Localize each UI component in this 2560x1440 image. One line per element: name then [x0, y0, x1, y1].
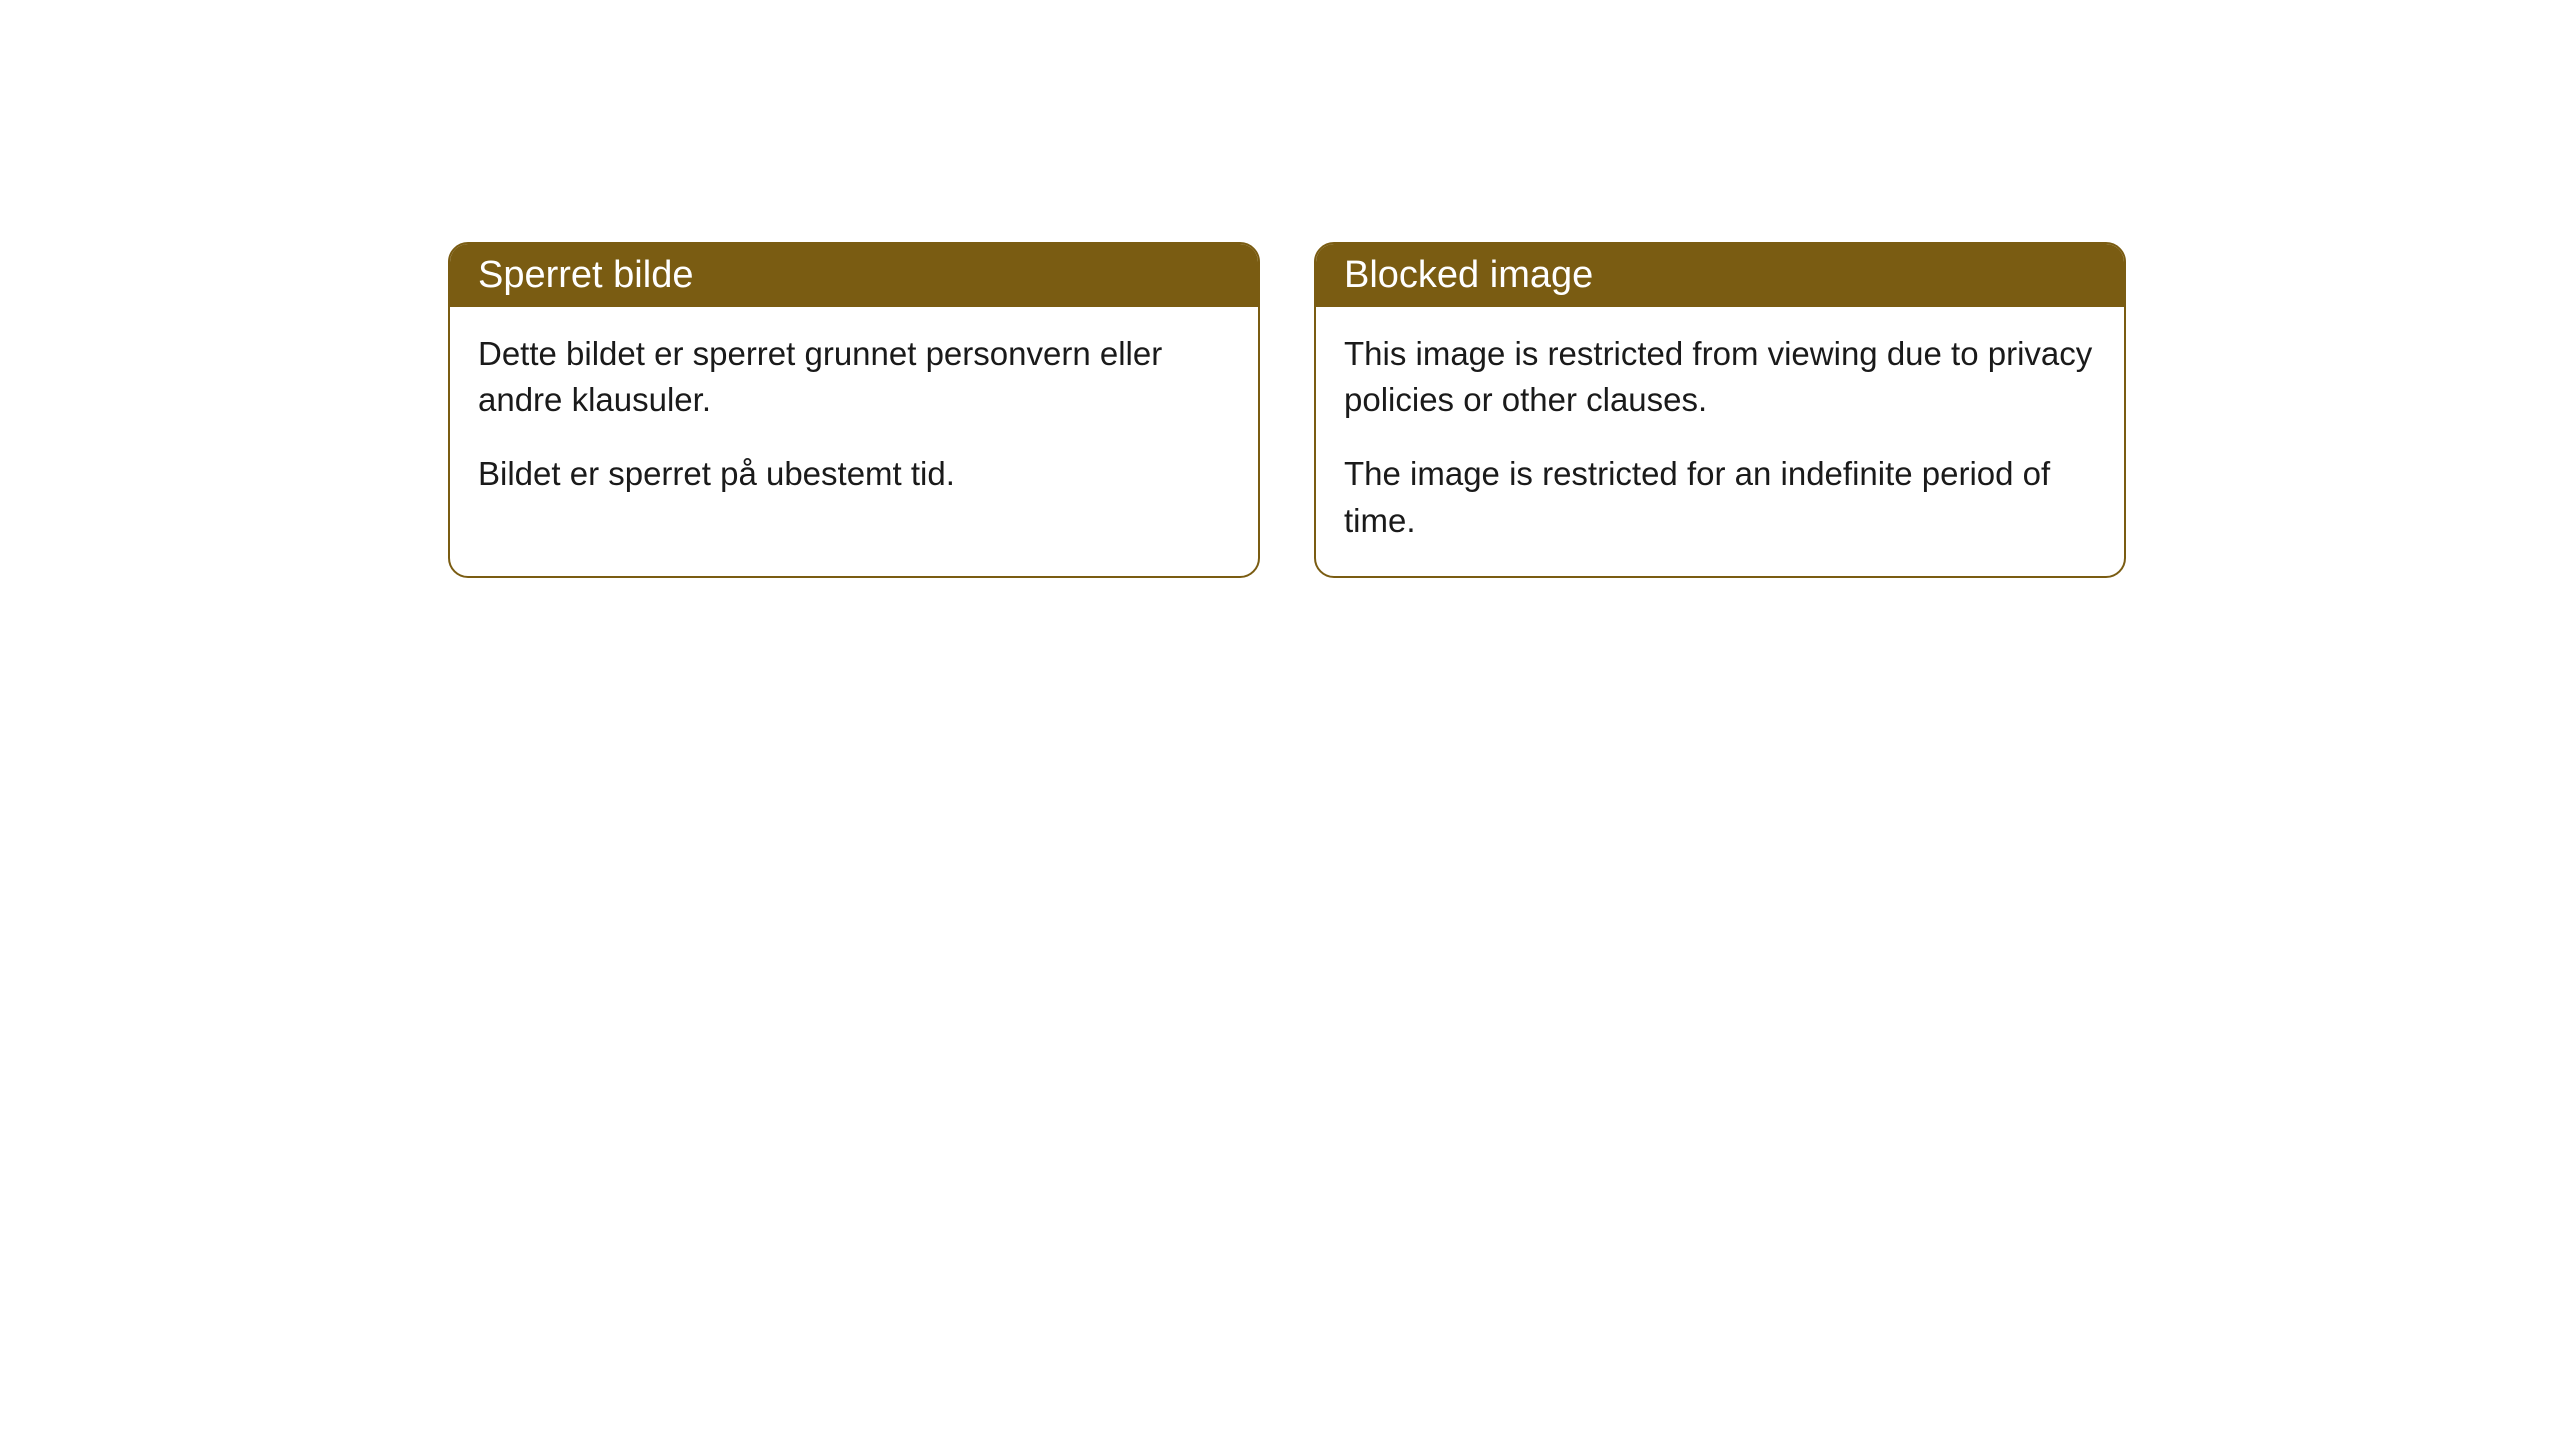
card-body-en: This image is restricted from viewing du…	[1316, 307, 2124, 576]
blocked-image-card-no: Sperret bilde Dette bildet er sperret gr…	[448, 242, 1260, 578]
card-text-no-1: Dette bildet er sperret grunnet personve…	[478, 331, 1230, 423]
card-text-en-2: The image is restricted for an indefinit…	[1344, 451, 2096, 543]
card-text-no-2: Bildet er sperret på ubestemt tid.	[478, 451, 1230, 497]
card-header-no: Sperret bilde	[450, 244, 1258, 307]
card-title-no: Sperret bilde	[478, 254, 693, 296]
card-body-no: Dette bildet er sperret grunnet personve…	[450, 307, 1258, 530]
card-header-en: Blocked image	[1316, 244, 2124, 307]
blocked-image-card-en: Blocked image This image is restricted f…	[1314, 242, 2126, 578]
cards-container: Sperret bilde Dette bildet er sperret gr…	[0, 0, 2560, 578]
card-text-en-1: This image is restricted from viewing du…	[1344, 331, 2096, 423]
card-title-en: Blocked image	[1344, 254, 1593, 296]
